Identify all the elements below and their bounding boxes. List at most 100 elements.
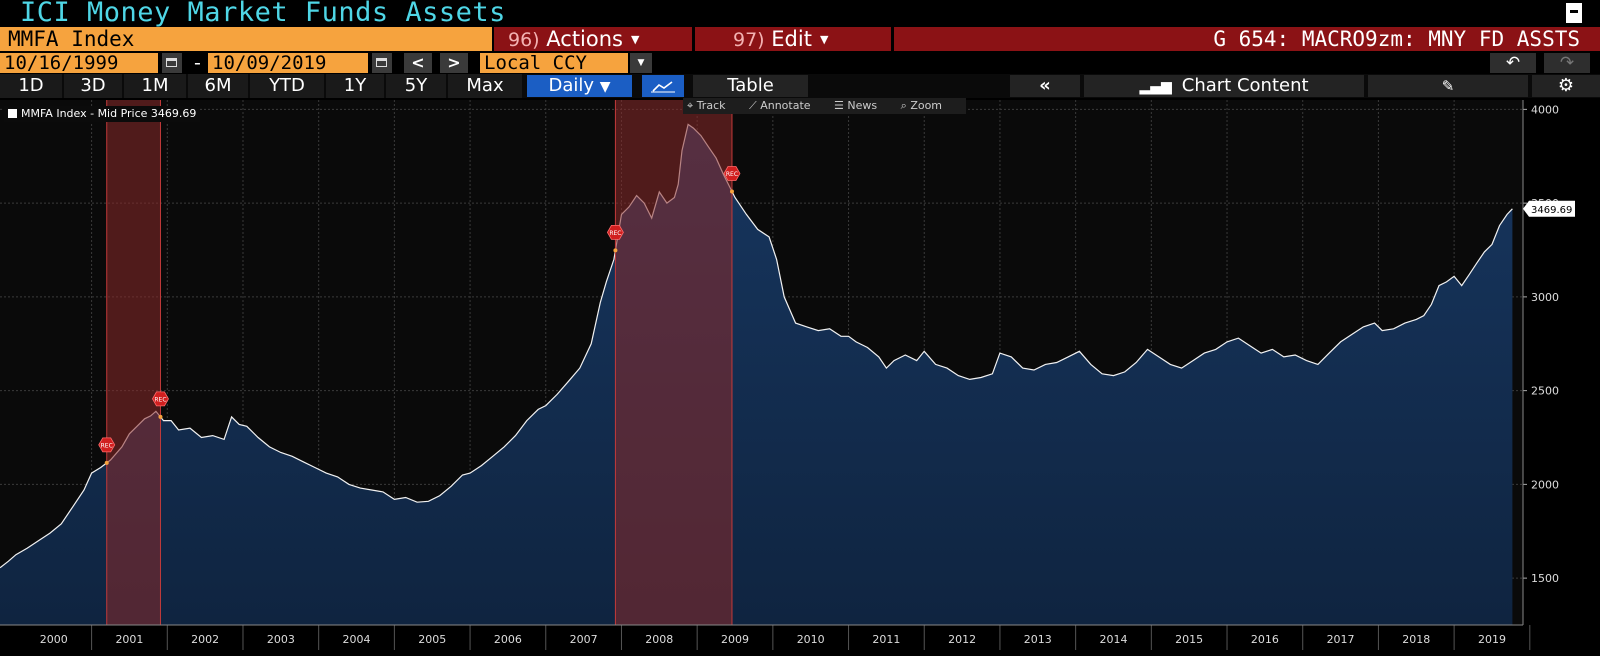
start-date-input[interactable]: 10/16/1999 — [0, 53, 158, 73]
y-tick-label: 3000 — [1531, 291, 1559, 304]
recession-band — [106, 100, 161, 625]
collapse-button[interactable]: « — [1010, 75, 1080, 97]
series-area-fill — [0, 124, 1513, 626]
x-tick-label: 2011 — [872, 633, 900, 646]
axes: 1500200025003000350040002000200120022003… — [0, 100, 1575, 650]
range-1d-button[interactable]: 1D — [0, 74, 62, 98]
recession-marker — [606, 224, 624, 240]
chart-legend[interactable]: MMFA Index - Mid Price 3469.69 — [4, 106, 201, 122]
chart-tools-bar: ⌖ Track ⟋ Annotate ☰ News ⌕ Zoom — [683, 98, 967, 114]
y-tick-label: 2500 — [1531, 385, 1559, 398]
end-date-input[interactable]: 10/09/2019 — [208, 53, 368, 73]
range-5y-button[interactable]: 5Y — [386, 74, 446, 98]
x-tick-label: 2009 — [721, 633, 749, 646]
export-icon[interactable] — [1566, 3, 1582, 23]
last-value-tag — [1523, 200, 1575, 217]
bar-chart-icon: ▂▄▆ — [1139, 79, 1172, 95]
annotate-tool[interactable]: ⟋ Annotate — [749, 99, 811, 112]
edit-label: Edit — [771, 27, 812, 51]
range-6m-button[interactable]: 6M — [188, 74, 248, 98]
x-tick-label: 2002 — [191, 633, 219, 646]
range-3d-button[interactable]: 3D — [64, 74, 122, 98]
actions-label: Actions — [546, 27, 623, 51]
ticker-field[interactable]: MMFA Index — [0, 27, 492, 51]
recession-band — [615, 100, 732, 625]
x-tick-label: 2013 — [1024, 633, 1052, 646]
recession-marker — [98, 437, 116, 453]
zoom-label: Zoom — [910, 99, 943, 112]
annotate-label: Annotate — [760, 99, 811, 112]
redo-button[interactable]: ↷ — [1544, 53, 1590, 73]
actions-number: 96) — [508, 29, 540, 51]
recession-bands — [106, 100, 733, 625]
track-tool[interactable]: ⌖ Track — [687, 99, 726, 112]
x-tick-label: 2008 — [645, 633, 673, 646]
y-tick-label: 4000 — [1531, 103, 1559, 116]
recession-marker-label: REC — [609, 230, 621, 237]
draw-icon[interactable]: ✎ — [1368, 75, 1528, 97]
next-period-button[interactable]: > — [440, 53, 468, 73]
y-tick-label: 1500 — [1531, 572, 1559, 585]
x-tick-label: 2016 — [1251, 633, 1279, 646]
range-ytd-button[interactable]: YTD — [250, 74, 324, 98]
recession-point — [158, 414, 163, 419]
page-title: ICI Money Market Funds Assets — [20, 0, 506, 28]
date-separator: - — [194, 52, 201, 74]
news-tool[interactable]: ☰ News — [834, 99, 878, 112]
line-chart-icon[interactable] — [642, 75, 684, 97]
x-tick-label: 2015 — [1175, 633, 1203, 646]
chevron-down-icon[interactable]: ▼ — [630, 53, 652, 73]
recession-marker — [723, 166, 741, 181]
zoom-tool[interactable]: ⌕ Zoom — [900, 99, 943, 112]
date-range-bar: 10/16/1999 - 10/09/2019 < > Local CCY ▼ … — [0, 52, 1600, 74]
recession-markers: REC REC REC REC — [98, 166, 741, 465]
recession-marker-label: REC — [154, 396, 166, 403]
range-1y-button[interactable]: 1Y — [326, 74, 384, 98]
x-tick-label: 2001 — [115, 633, 143, 646]
range-1m-button[interactable]: 1M — [124, 74, 186, 98]
x-tick-label: 2000 — [40, 633, 68, 646]
calendar-icon[interactable] — [372, 53, 392, 73]
chart-content-label: Chart Content — [1181, 75, 1309, 96]
news-label: News — [847, 99, 878, 112]
undo-button[interactable]: ↶ — [1490, 53, 1536, 73]
x-tick-label: 2012 — [948, 633, 976, 646]
chart-toolbar: 1D 3D 1M 6M YTD 1Y 5Y Max Daily ▼ Table … — [0, 74, 1600, 98]
recession-point — [613, 248, 618, 253]
recession-marker-label: REC — [101, 442, 113, 449]
command-bar: MMFA Index 96) Actions ▼ 97) Edit ▼ G 654:… — [0, 26, 1600, 52]
last-value-label: 3469.69 — [1531, 205, 1572, 216]
x-tick-label: 2010 — [797, 633, 825, 646]
track-label: Track — [696, 99, 726, 112]
chevron-down-icon: ▼ — [819, 33, 829, 46]
y-tick-label: 2000 — [1531, 478, 1559, 491]
chevron-down-icon: ▼ — [599, 79, 611, 95]
x-tick-label: 2018 — [1402, 633, 1430, 646]
recession-point — [104, 460, 109, 465]
recession-marker-label: REC — [726, 171, 738, 178]
calendar-icon[interactable] — [162, 53, 182, 73]
recession-point — [729, 189, 734, 194]
table-button[interactable]: Table — [693, 75, 808, 97]
x-tick-label: 2005 — [418, 633, 446, 646]
chart-content-button[interactable]: ▂▄▆ Chart Content — [1084, 75, 1364, 97]
edit-button[interactable]: 97) Edit ▼ — [695, 27, 891, 51]
range-max-button[interactable]: Max — [448, 74, 522, 98]
x-tick-label: 2014 — [1099, 633, 1127, 646]
prev-period-button[interactable]: < — [404, 53, 432, 73]
frequency-select[interactable]: Daily ▼ — [527, 75, 632, 97]
chevron-down-icon: ▼ — [631, 33, 640, 46]
title-bar: ICI Money Market Funds Assets — [0, 0, 1600, 28]
gear-icon[interactable]: ⚙ — [1532, 75, 1600, 97]
x-tick-label: 2017 — [1327, 633, 1355, 646]
x-tick-label: 2003 — [267, 633, 295, 646]
actions-button[interactable]: 96) Actions ▼ — [494, 27, 692, 51]
x-tick-label: 2004 — [343, 633, 371, 646]
currency-select[interactable]: Local CCY — [480, 53, 628, 73]
x-tick-label: 2006 — [494, 633, 522, 646]
x-tick-label: 2019 — [1478, 633, 1506, 646]
legend-label: MMFA Index - Mid Price 3469.69 — [21, 107, 197, 120]
page-code-label: G 654: MACRO9zm: MNY FD ASSTS — [894, 27, 1600, 51]
